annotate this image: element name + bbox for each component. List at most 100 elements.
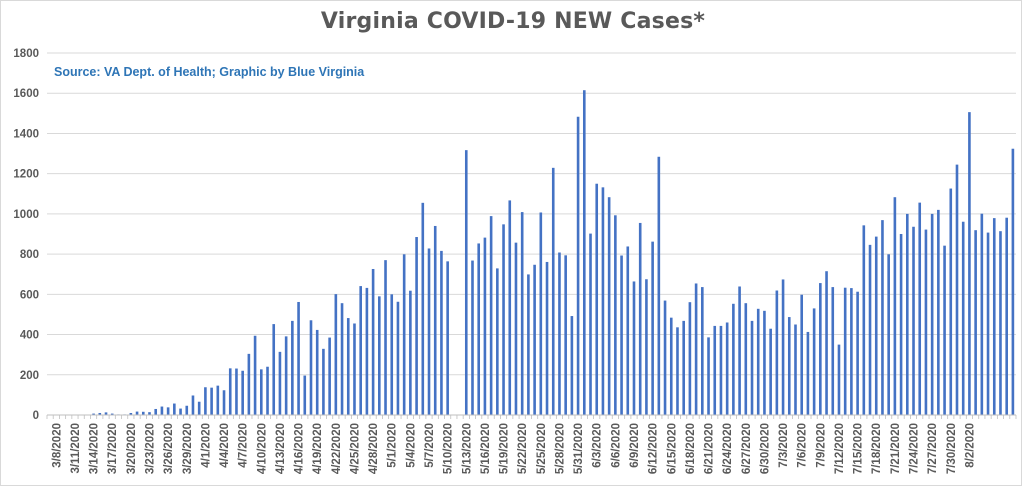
x-tick-label: 4/10/2020 <box>256 423 268 474</box>
bar <box>825 271 828 415</box>
bar <box>154 409 157 415</box>
bar <box>272 324 275 415</box>
y-tick-label: 1200 <box>13 169 39 181</box>
bar <box>279 352 282 415</box>
y-tick-label: 1600 <box>13 88 39 100</box>
bar <box>838 345 841 415</box>
bar <box>571 316 574 415</box>
bar <box>894 197 897 415</box>
bar <box>981 214 984 415</box>
x-tick-label: 5/19/2020 <box>499 423 511 474</box>
x-tick-label: 3/29/2020 <box>182 423 194 474</box>
bar <box>372 269 375 415</box>
bar <box>347 318 350 415</box>
x-tick-label: 5/25/2020 <box>536 423 548 474</box>
bar <box>136 412 139 415</box>
x-tick-label: 6/6/2020 <box>610 423 622 468</box>
x-tick-label: 5/10/2020 <box>443 423 455 474</box>
bar <box>651 242 654 415</box>
y-tick-label: 1400 <box>13 128 39 140</box>
bar <box>732 304 735 415</box>
bar <box>434 226 437 415</box>
x-tick-label: 5/16/2020 <box>480 423 492 474</box>
bar <box>390 294 393 415</box>
x-tick-label: 5/28/2020 <box>554 423 566 474</box>
x-tick-label: 7/30/2020 <box>946 423 958 474</box>
bar <box>1005 218 1008 415</box>
bar <box>906 214 909 415</box>
bar <box>564 255 567 415</box>
bar <box>931 214 934 415</box>
bar <box>794 325 797 416</box>
x-tick-label: 6/30/2020 <box>759 423 771 474</box>
bar <box>291 321 294 415</box>
bar <box>446 261 449 415</box>
bar <box>707 337 710 415</box>
bar <box>490 216 493 415</box>
bar <box>179 409 182 415</box>
bar <box>720 326 723 415</box>
bar <box>378 296 381 415</box>
bar <box>769 329 772 415</box>
x-tick-label: 6/15/2020 <box>666 423 678 474</box>
bar <box>527 274 530 415</box>
bar <box>583 90 586 415</box>
x-tick-label: 4/25/2020 <box>349 423 361 474</box>
bar <box>415 237 418 415</box>
x-tick-label: 7/18/2020 <box>871 423 883 474</box>
bar <box>303 376 306 415</box>
bar <box>788 317 791 415</box>
bar <box>353 323 356 415</box>
bar <box>248 354 251 415</box>
bar <box>757 309 760 415</box>
x-tick-label: 4/4/2020 <box>219 423 231 468</box>
bar <box>831 287 834 415</box>
x-tick-label: 6/12/2020 <box>648 423 660 474</box>
x-tick-label: 4/19/2020 <box>312 423 324 474</box>
bar <box>266 367 269 415</box>
x-tick-label: 5/31/2020 <box>573 423 585 474</box>
bar <box>800 295 803 415</box>
bar <box>285 336 288 415</box>
bar <box>937 210 940 415</box>
bar <box>366 288 369 415</box>
bar <box>421 203 424 415</box>
bar <box>335 294 338 415</box>
x-tick-label: 7/12/2020 <box>834 423 846 474</box>
bar <box>881 220 884 415</box>
bar <box>813 308 816 415</box>
bar <box>925 230 928 415</box>
bar <box>863 225 866 415</box>
bar <box>782 279 785 415</box>
bar <box>844 288 847 415</box>
x-tick-label: 7/6/2020 <box>797 423 809 468</box>
bar <box>502 224 505 415</box>
bar <box>322 349 325 415</box>
bar <box>999 231 1002 415</box>
bars <box>49 90 1014 415</box>
x-tick-label: 7/9/2020 <box>815 423 827 468</box>
bar <box>987 233 990 415</box>
bar <box>807 332 810 415</box>
x-tick-label: 7/21/2020 <box>890 423 902 474</box>
bar <box>260 369 263 415</box>
bar <box>968 112 971 415</box>
bar <box>316 330 319 415</box>
y-tick-label: 1800 <box>13 48 39 60</box>
bar <box>689 302 692 415</box>
y-tick-label: 1000 <box>13 209 39 221</box>
bar <box>428 248 431 415</box>
bar <box>626 246 629 415</box>
x-tick-label: 3/17/2020 <box>107 423 119 474</box>
bar <box>949 189 952 415</box>
x-tick-label: 3/26/2020 <box>163 423 175 474</box>
x-tick-label: 3/20/2020 <box>126 423 138 474</box>
bar <box>856 292 859 415</box>
bar <box>639 223 642 415</box>
bar <box>738 286 741 415</box>
bar <box>409 291 412 415</box>
bar <box>912 227 915 415</box>
bar <box>713 326 716 415</box>
bar <box>956 165 959 415</box>
